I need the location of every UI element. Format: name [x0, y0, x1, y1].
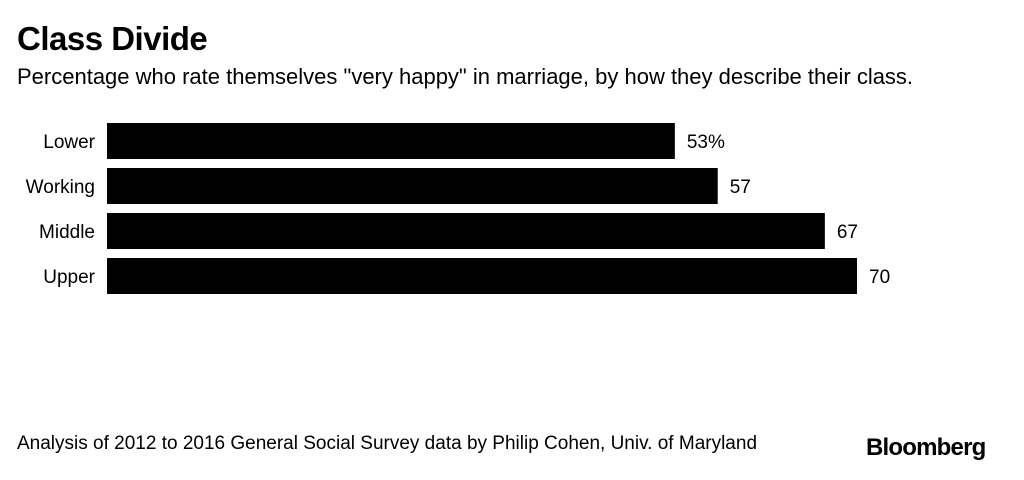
bloomberg-logo: Bloomberg — [866, 434, 986, 461]
bar-lower — [107, 123, 675, 159]
source-note: Analysis of 2012 to 2016 General Social … — [17, 433, 758, 454]
bar-working — [107, 168, 718, 204]
bars-layer: Lower 53% Working 57 Middle 67 Upper 70 — [26, 123, 890, 294]
category-label: Working — [26, 177, 95, 198]
value-label: 57 — [730, 177, 751, 198]
value-label: 70 — [869, 267, 890, 288]
value-label: 67 — [837, 222, 858, 243]
category-label: Middle — [39, 222, 95, 243]
bar-middle — [107, 213, 825, 249]
chart-title: Class Divide — [17, 20, 208, 57]
bar-upper — [107, 258, 857, 294]
category-label: Lower — [43, 132, 95, 153]
value-label: 53% — [687, 132, 725, 153]
bar-chart: Lower 53% Working 57 Middle 67 Upper 70 — [26, 123, 890, 294]
chart-subtitle: Percentage who rate themselves "very hap… — [17, 64, 914, 89]
category-label: Upper — [43, 267, 95, 288]
